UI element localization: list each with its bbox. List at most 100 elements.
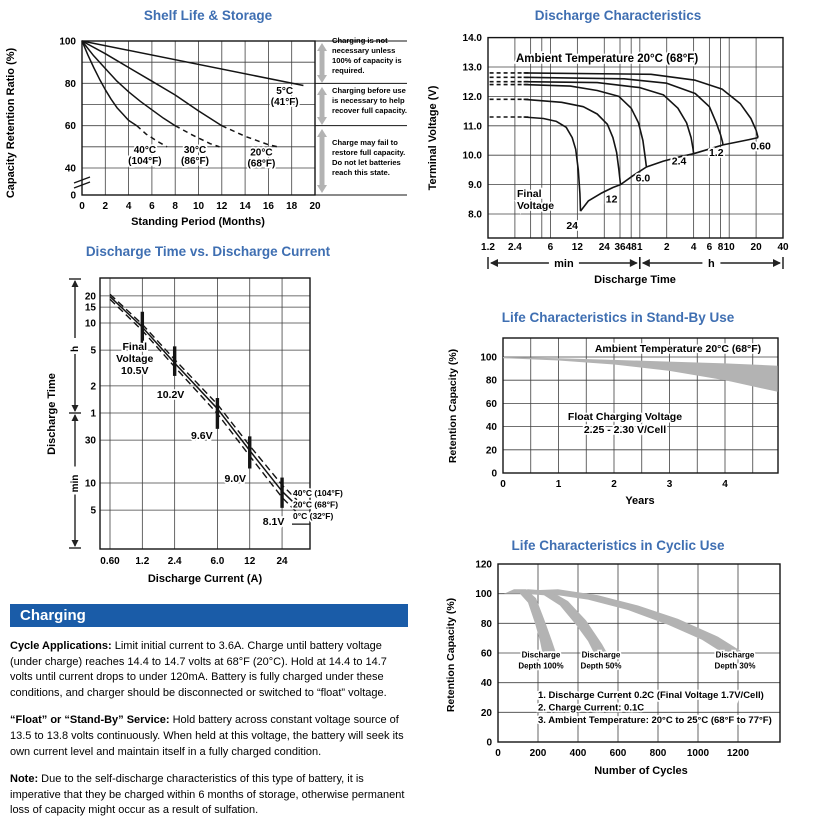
svg-text:1: 1 — [637, 242, 643, 253]
svg-text:min: min — [70, 475, 81, 493]
svg-text:2: 2 — [664, 242, 670, 253]
svg-text:40°C: 40°C — [134, 145, 156, 156]
svg-text:16: 16 — [263, 201, 275, 212]
svg-text:1.2: 1.2 — [135, 556, 149, 567]
svg-text:30°C: 30°C — [184, 145, 206, 156]
cycle-applications-paragraph: Cycle Applications: Limit initial curren… — [10, 639, 408, 701]
svg-text:Final: Final — [517, 188, 542, 200]
shelf-life-chart: Shelf Life & Storage 0 2 4 6 8 10 12 14 16 18 20 10… — [0, 6, 416, 236]
svg-text:10: 10 — [85, 479, 97, 490]
svg-text:60: 60 — [481, 649, 493, 660]
zone-note-charging-before-use: Charging before use is necessary to help… — [332, 86, 407, 115]
svg-text:10.2V: 10.2V — [157, 389, 184, 401]
svg-text:10: 10 — [724, 242, 736, 253]
float-standby-text: Hold battery across constant voltage sou… — [10, 714, 404, 758]
svg-text:5: 5 — [90, 346, 96, 357]
svg-text:2.4: 2.4 — [672, 156, 687, 168]
svg-text:400: 400 — [570, 748, 587, 759]
svg-text:2.25 - 2.30 V/Cell: 2.25 - 2.30 V/Cell — [584, 424, 666, 436]
cyclic-life-title: Life Characteristics in Cyclic Use — [511, 538, 725, 553]
svg-text:Discharge: Discharge — [716, 650, 755, 659]
svg-text:Depth 100%: Depth 100% — [518, 661, 563, 670]
svg-text:h: h — [708, 258, 715, 270]
svg-text:9.0: 9.0 — [468, 180, 482, 191]
svg-text:10: 10 — [85, 319, 97, 330]
svg-text:48: 48 — [626, 242, 638, 253]
note-paragraph: Note: Due to the self-discharge characte… — [10, 772, 408, 819]
zone-note-charge-may-fail: Charge may fail to restore full capacity… — [332, 138, 406, 177]
svg-text:30: 30 — [85, 436, 97, 447]
svg-text:Capacity Retention Ratio (%): Capacity Retention Ratio (%) — [5, 47, 17, 198]
svg-text:Years: Years — [625, 495, 654, 507]
svg-text:3: 3 — [667, 479, 673, 490]
svg-text:80: 80 — [486, 376, 498, 387]
shelf-life-plot: 0 2 4 6 8 10 12 14 16 18 20 100 80 60 40 0 40°C(104°F) 30… — [5, 37, 407, 228]
discharge-time-vs-current-chart: Discharge Time vs. Discharge Current 0.6… — [0, 242, 416, 598]
svg-text:0: 0 — [500, 479, 506, 490]
svg-text:20°C (68°F): 20°C (68°F) — [293, 500, 338, 510]
svg-text:12: 12 — [244, 556, 256, 567]
svg-text:0: 0 — [486, 738, 492, 749]
svg-text:600: 600 — [610, 748, 627, 759]
svg-text:20: 20 — [85, 291, 97, 302]
svg-text:1: 1 — [556, 479, 562, 490]
svg-text:2.4: 2.4 — [168, 556, 182, 567]
svg-text:Final: Final — [122, 341, 147, 353]
svg-text:6: 6 — [149, 201, 155, 212]
svg-text:80: 80 — [481, 619, 493, 630]
svg-text:1200: 1200 — [727, 748, 750, 759]
discharge-time-vs-current-title: Discharge Time vs. Discharge Current — [85, 244, 331, 259]
svg-text:Depth 50%: Depth 50% — [581, 661, 622, 670]
svg-text:200: 200 — [530, 748, 547, 759]
cycle-applications-lead: Cycle Applications: — [10, 640, 112, 652]
svg-text:100: 100 — [480, 353, 497, 364]
svg-text:24: 24 — [566, 220, 578, 232]
charging-section: Charging Cycle Applications: Limit initi… — [10, 604, 408, 819]
svg-text:120: 120 — [475, 560, 492, 571]
svg-text:(86°F): (86°F) — [181, 156, 209, 167]
svg-text:1. Discharge Current 0.2C (Fin: 1. Discharge Current 0.2C (Final Voltage… — [538, 690, 764, 701]
svg-text:Retention Capacity (%): Retention Capacity (%) — [445, 598, 457, 712]
svg-text:40: 40 — [481, 678, 493, 689]
svg-text:0°C (32°F): 0°C (32°F) — [293, 511, 334, 521]
svg-text:20°C: 20°C — [250, 147, 272, 158]
svg-text:9.0V: 9.0V — [224, 473, 246, 485]
svg-text:Number of Cycles: Number of Cycles — [594, 765, 688, 777]
svg-text:0.60: 0.60 — [750, 140, 771, 152]
svg-text:80: 80 — [65, 79, 77, 90]
svg-text:20: 20 — [309, 201, 321, 212]
svg-text:4: 4 — [691, 242, 697, 253]
svg-text:Float Charging Voltage: Float Charging Voltage — [568, 411, 682, 423]
note-lead: Note: — [10, 773, 39, 786]
float-standby-paragraph: “Float” or “Stand-By” Service: Hold batt… — [10, 713, 408, 760]
cycle-applications-text: Limit initial current to 3.6A. Charge un… — [10, 640, 387, 699]
svg-text:(104°F): (104°F) — [128, 156, 161, 167]
cyclic-life-chart: Life Characteristics in Cyclic Use 0 20 40… — [420, 536, 816, 802]
svg-text:20: 20 — [486, 445, 498, 456]
charging-header-bar: Charging — [10, 604, 408, 627]
svg-text:15: 15 — [85, 303, 97, 314]
svg-text:12: 12 — [606, 193, 618, 205]
svg-text:10.0: 10.0 — [463, 151, 483, 162]
svg-text:Voltage: Voltage — [116, 353, 153, 365]
svg-text:24: 24 — [276, 556, 288, 567]
svg-text:1000: 1000 — [687, 748, 710, 759]
svg-text:40: 40 — [777, 242, 789, 253]
svg-text:Discharge Current (A): Discharge Current (A) — [148, 573, 263, 585]
svg-text:8.0: 8.0 — [468, 210, 482, 221]
svg-text:0: 0 — [495, 748, 501, 759]
svg-text:2: 2 — [103, 201, 109, 212]
svg-text:6: 6 — [707, 242, 713, 253]
svg-text:2. Charge Current: 0.1C: 2. Charge Current: 0.1C — [538, 703, 644, 714]
svg-text:Discharge Time: Discharge Time — [594, 274, 676, 286]
discharge-characteristics-title: Discharge Characteristics — [534, 8, 702, 23]
svg-text:1.2: 1.2 — [481, 242, 495, 253]
svg-text:min: min — [554, 258, 574, 270]
svg-text:10: 10 — [193, 201, 205, 212]
svg-text:Retention Capacity (%): Retention Capacity (%) — [447, 349, 459, 463]
zone-note-charging-not-necessary: Charging is not necessary unless 100% of… — [332, 36, 402, 75]
svg-text:36: 36 — [614, 242, 626, 253]
svg-text:8.1V: 8.1V — [263, 516, 285, 528]
svg-text:4: 4 — [126, 201, 132, 212]
